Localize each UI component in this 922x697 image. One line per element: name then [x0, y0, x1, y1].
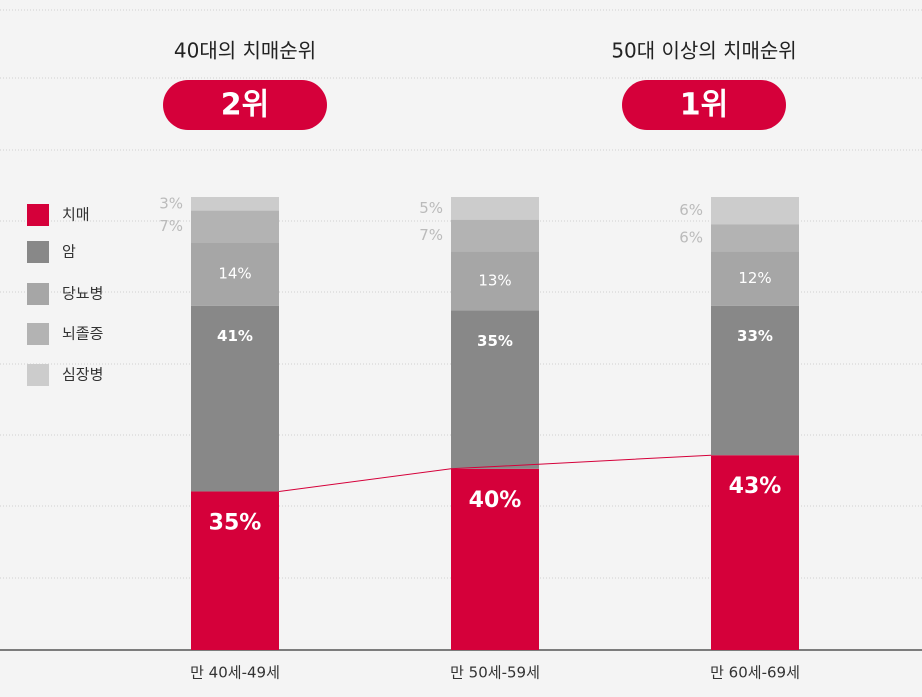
legend-label: 암: [62, 243, 76, 261]
data-label: 33%: [737, 327, 773, 345]
data-label: 43%: [729, 474, 782, 499]
data-label: 6%: [679, 228, 703, 246]
legend-swatch: [27, 241, 49, 263]
data-label: 41%: [217, 327, 253, 345]
legend-label: 당뇨병: [62, 285, 103, 303]
data-label: 13%: [478, 271, 511, 289]
bar-segment: [191, 210, 279, 243]
annotation-title: 40대의 치매순위: [174, 39, 316, 63]
annotation-title: 50대 이상의 치매순위: [611, 39, 796, 63]
bar-segment: [711, 455, 799, 650]
badge: [622, 80, 786, 130]
data-label: 6%: [679, 201, 703, 219]
bar-segment: [711, 197, 799, 225]
bar-segment: [191, 242, 279, 306]
data-label: 35%: [477, 332, 513, 350]
bar-segment: [451, 310, 539, 469]
x-tick-label: 만 50세-59세: [450, 664, 540, 682]
bar-segment: [191, 491, 279, 650]
badge-text: 1위: [680, 88, 728, 123]
badge-text: 2위: [221, 88, 269, 123]
data-label: 7%: [159, 217, 183, 235]
trend-line: [278, 454, 712, 492]
legend-swatch: [27, 204, 49, 226]
bar-segment: [711, 224, 799, 252]
bar-segment: [711, 251, 799, 306]
bar-segment: [451, 251, 539, 311]
data-label: 40%: [469, 488, 522, 513]
data-label: 7%: [419, 226, 443, 244]
bar-segment: [451, 219, 539, 252]
x-tick-label: 만 40세-49세: [190, 664, 280, 682]
data-label: 14%: [218, 265, 251, 283]
data-label: 5%: [419, 199, 443, 217]
bar-segment: [191, 305, 279, 492]
bar-segment: [191, 197, 279, 211]
bar-segment: [451, 197, 539, 220]
legend-swatch: [27, 323, 49, 345]
legend-label: 심장병: [62, 366, 103, 384]
bar-segment: [451, 468, 539, 650]
data-label: 3%: [159, 194, 183, 212]
legend-swatch: [27, 283, 49, 305]
legend-label: 치매: [62, 206, 90, 224]
x-tick-label: 만 60세-69세: [710, 664, 800, 682]
data-label: 35%: [209, 510, 262, 535]
legend-label: 뇌졸증: [62, 325, 103, 343]
legend-swatch: [27, 364, 49, 386]
bar-segment: [711, 305, 799, 456]
data-label: 12%: [738, 269, 771, 287]
badge: [163, 80, 327, 130]
